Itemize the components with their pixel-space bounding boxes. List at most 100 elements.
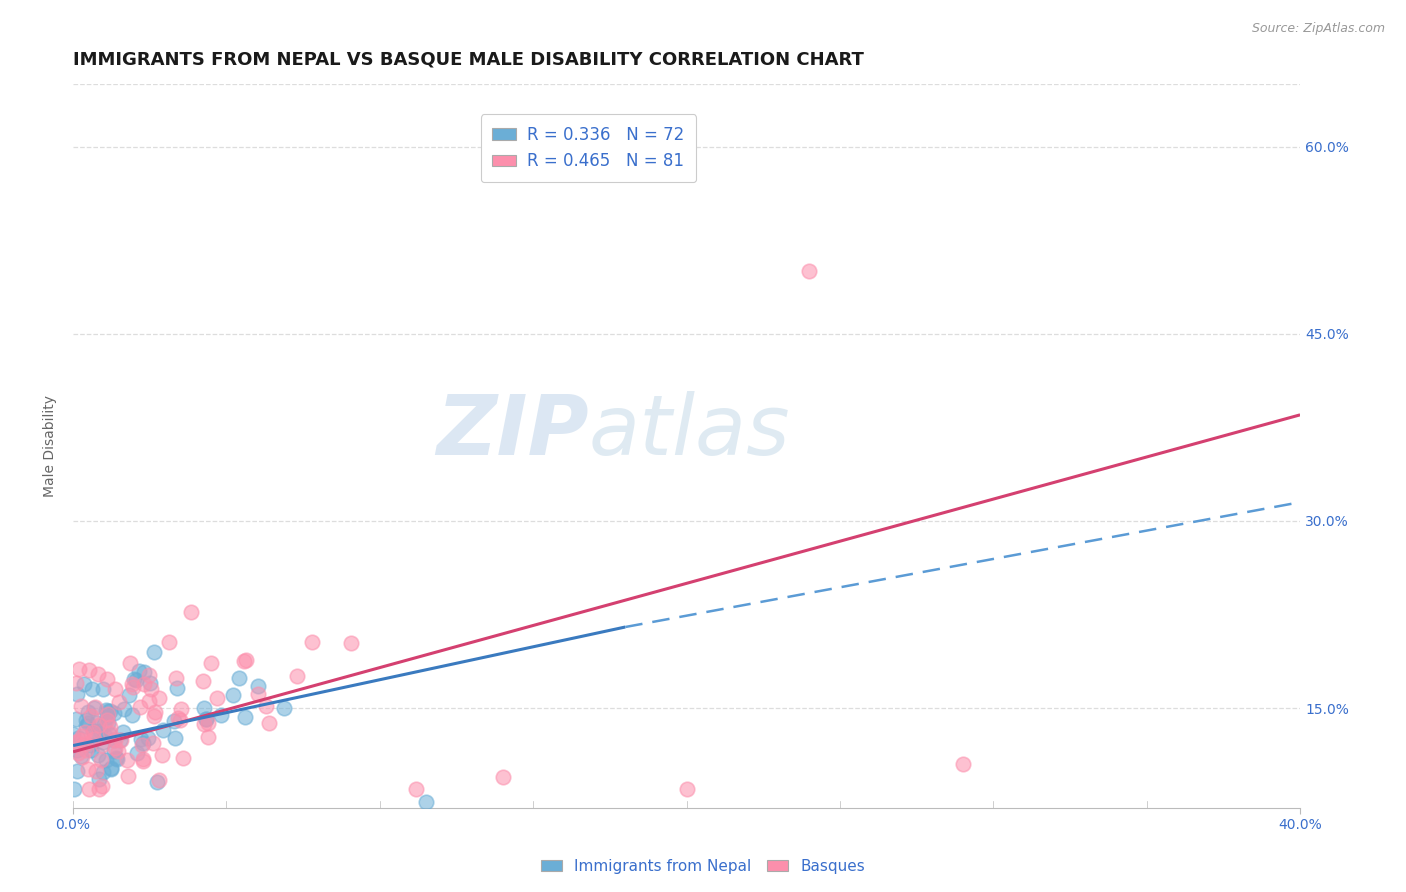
Point xyxy=(66,743,89,757)
Point xyxy=(128,699,150,714)
Point xyxy=(98,725,121,739)
Point xyxy=(103,706,125,721)
Point xyxy=(75,725,97,739)
Point xyxy=(157,634,180,648)
Point xyxy=(117,688,139,702)
Point xyxy=(136,731,159,746)
Point xyxy=(125,746,148,760)
Point xyxy=(132,736,155,750)
Point xyxy=(675,782,697,797)
Point xyxy=(103,733,125,747)
Point xyxy=(62,726,84,740)
Point xyxy=(70,750,93,764)
Point xyxy=(139,682,162,697)
Point xyxy=(65,734,87,748)
Text: ZIP: ZIP xyxy=(436,391,589,472)
Point xyxy=(193,717,215,731)
Point xyxy=(259,715,281,730)
Point xyxy=(952,757,974,772)
Point xyxy=(87,748,110,763)
Point xyxy=(131,731,153,746)
Point xyxy=(91,764,114,779)
Point xyxy=(235,653,257,667)
Point xyxy=(96,673,118,687)
Point xyxy=(97,705,120,719)
Point xyxy=(415,795,437,809)
Point xyxy=(142,645,165,659)
Point xyxy=(254,699,277,714)
Point xyxy=(247,687,270,701)
Point xyxy=(87,772,110,787)
Point xyxy=(87,667,110,681)
Point xyxy=(152,723,174,737)
Point xyxy=(169,714,191,728)
Point xyxy=(111,724,134,739)
Point xyxy=(80,681,103,696)
Text: atlas: atlas xyxy=(589,391,790,472)
Point xyxy=(122,672,145,686)
Text: Source: ZipAtlas.com: Source: ZipAtlas.com xyxy=(1251,22,1385,36)
Legend: Immigrants from Nepal, Basques: Immigrants from Nepal, Basques xyxy=(534,853,872,880)
Point xyxy=(228,671,250,685)
Point xyxy=(67,662,90,676)
Point xyxy=(77,663,100,677)
Point xyxy=(180,605,202,619)
Point xyxy=(91,738,114,752)
Point xyxy=(115,753,138,767)
Point xyxy=(96,710,118,724)
Point xyxy=(247,680,270,694)
Point xyxy=(405,782,427,797)
Point xyxy=(63,782,86,797)
Point xyxy=(118,656,141,670)
Point xyxy=(82,725,104,739)
Point xyxy=(97,706,120,721)
Point xyxy=(96,703,118,717)
Point xyxy=(131,738,153,752)
Point xyxy=(82,724,104,739)
Point xyxy=(87,782,110,797)
Point xyxy=(148,773,170,788)
Point xyxy=(148,691,170,706)
Point xyxy=(100,762,122,776)
Point xyxy=(138,668,160,682)
Point xyxy=(285,669,308,683)
Point xyxy=(340,636,363,650)
Point xyxy=(70,729,93,743)
Point xyxy=(66,687,89,701)
Point xyxy=(77,705,100,719)
Point xyxy=(87,727,110,741)
Point xyxy=(112,701,135,715)
Point xyxy=(132,665,155,679)
Point xyxy=(79,782,101,797)
Point xyxy=(169,702,191,716)
Point xyxy=(193,701,215,715)
Point xyxy=(131,755,153,769)
Point xyxy=(145,774,167,789)
Point xyxy=(104,741,127,756)
Point xyxy=(162,714,184,728)
Point xyxy=(76,716,98,731)
Point xyxy=(90,753,112,767)
Point xyxy=(89,718,111,732)
Point xyxy=(104,751,127,765)
Point xyxy=(91,681,114,696)
Point xyxy=(138,676,160,690)
Point xyxy=(128,665,150,679)
Point xyxy=(104,733,127,747)
Point xyxy=(132,677,155,691)
Point xyxy=(93,735,115,749)
Y-axis label: Male Disability: Male Disability xyxy=(44,395,58,497)
Point xyxy=(125,673,148,687)
Point xyxy=(166,681,188,695)
Point xyxy=(86,715,108,730)
Point xyxy=(121,677,143,691)
Point xyxy=(222,689,245,703)
Text: IMMIGRANTS FROM NEPAL VS BASQUE MALE DISABILITY CORRELATION CHART: IMMIGRANTS FROM NEPAL VS BASQUE MALE DIS… xyxy=(73,51,863,69)
Point xyxy=(65,712,87,726)
Point xyxy=(97,716,120,731)
Point xyxy=(104,681,127,696)
Point xyxy=(194,712,217,726)
Point xyxy=(70,749,93,764)
Point xyxy=(73,676,96,690)
Point xyxy=(98,704,121,718)
